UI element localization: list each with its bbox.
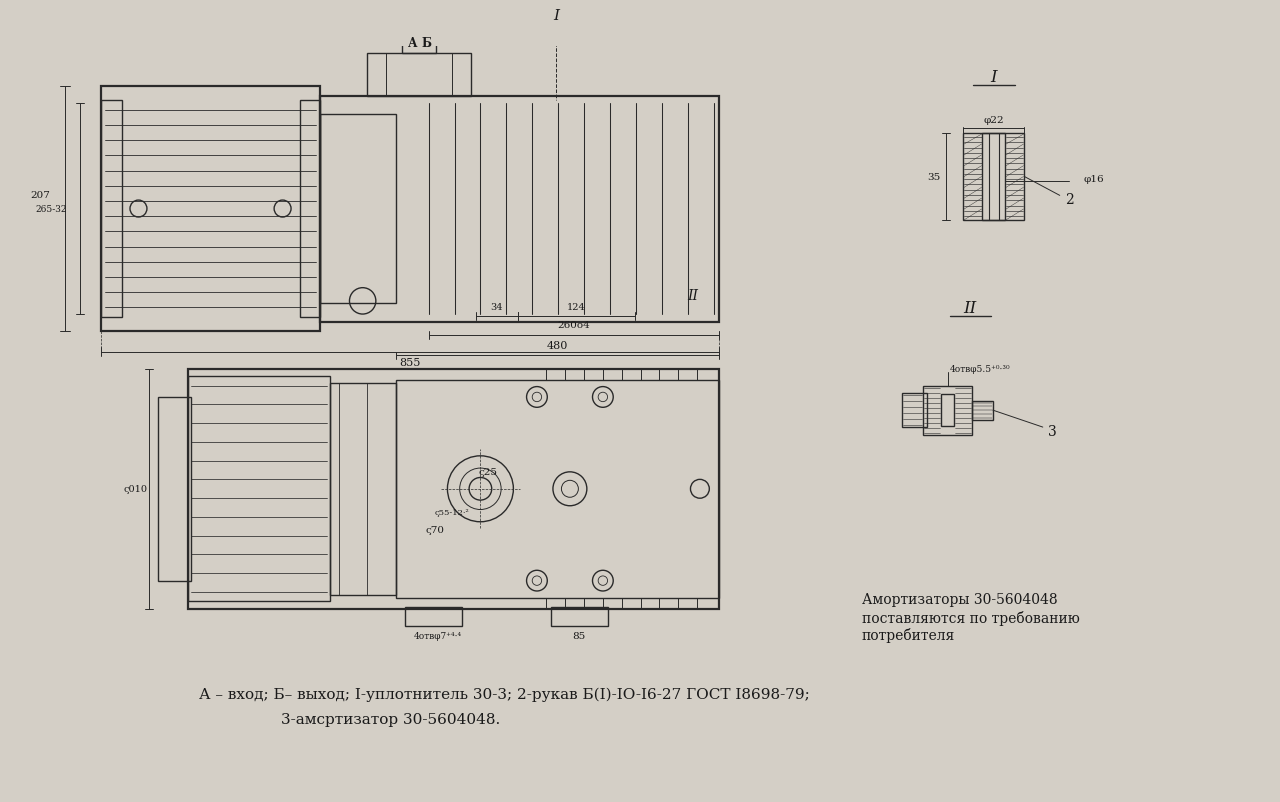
Text: А – вход; Б– выход; I-уплотнитель 30-3; 2-рукав Б(I)-IO-I6-27 ГОСТ I8698-79;: А – вход; Б– выход; I-уплотнитель 30-3; … (198, 687, 809, 701)
Text: 480: 480 (547, 341, 568, 350)
Bar (396, 380, 719, 597)
Bar (941, 395, 954, 427)
Bar (552, 607, 608, 626)
Bar (101, 87, 320, 331)
Text: II: II (687, 289, 698, 303)
Bar (367, 54, 471, 96)
Text: Б: Б (421, 37, 431, 51)
Bar (983, 134, 1005, 221)
Text: II: II (964, 300, 977, 317)
Bar (404, 607, 462, 626)
Bar (188, 377, 330, 602)
Text: Амортизаторы 30-5604048: Амортизаторы 30-5604048 (861, 593, 1057, 607)
Bar (320, 115, 396, 303)
Text: 4отвφ7⁺⁴·⁴: 4отвφ7⁺⁴·⁴ (413, 631, 462, 640)
Bar (159, 398, 191, 581)
Text: I: I (991, 69, 997, 86)
Text: I: I (553, 10, 559, 23)
Text: потребителя: потребителя (861, 627, 955, 642)
Text: 85: 85 (572, 631, 586, 640)
Bar (320, 96, 719, 322)
Bar (902, 394, 927, 427)
Text: 3-амсртизатор 30-5604048.: 3-амсртизатор 30-5604048. (282, 712, 500, 726)
Bar (402, 34, 436, 54)
Text: ς25: ς25 (479, 468, 498, 476)
Text: 35: 35 (927, 172, 941, 182)
Text: 855: 855 (399, 358, 420, 367)
Text: ς010: ς010 (124, 484, 147, 494)
Text: φ16: φ16 (1083, 176, 1103, 184)
Text: поставляются по требованию: поставляются по требованию (861, 610, 1080, 625)
Bar (300, 101, 320, 318)
Bar (963, 134, 1024, 221)
Text: 265-32: 265-32 (36, 205, 67, 214)
Bar (188, 369, 719, 610)
Text: 2: 2 (1065, 193, 1074, 207)
Bar (972, 401, 993, 420)
Text: 124: 124 (567, 302, 586, 312)
Text: 260o4: 260o4 (557, 321, 590, 330)
Text: 34: 34 (490, 302, 503, 312)
Text: А: А (408, 37, 417, 51)
Bar (330, 383, 396, 595)
Text: ς55-12·²: ς55-12·² (435, 508, 470, 516)
Text: 4отвφ5.5⁺⁰·³⁰: 4отвφ5.5⁺⁰·³⁰ (950, 365, 1010, 374)
Text: 207: 207 (29, 191, 50, 200)
Text: ς70: ς70 (426, 525, 444, 534)
Text: φ22: φ22 (983, 115, 1004, 124)
Text: 3: 3 (1048, 424, 1056, 439)
Bar (923, 386, 972, 435)
Bar (101, 101, 122, 318)
